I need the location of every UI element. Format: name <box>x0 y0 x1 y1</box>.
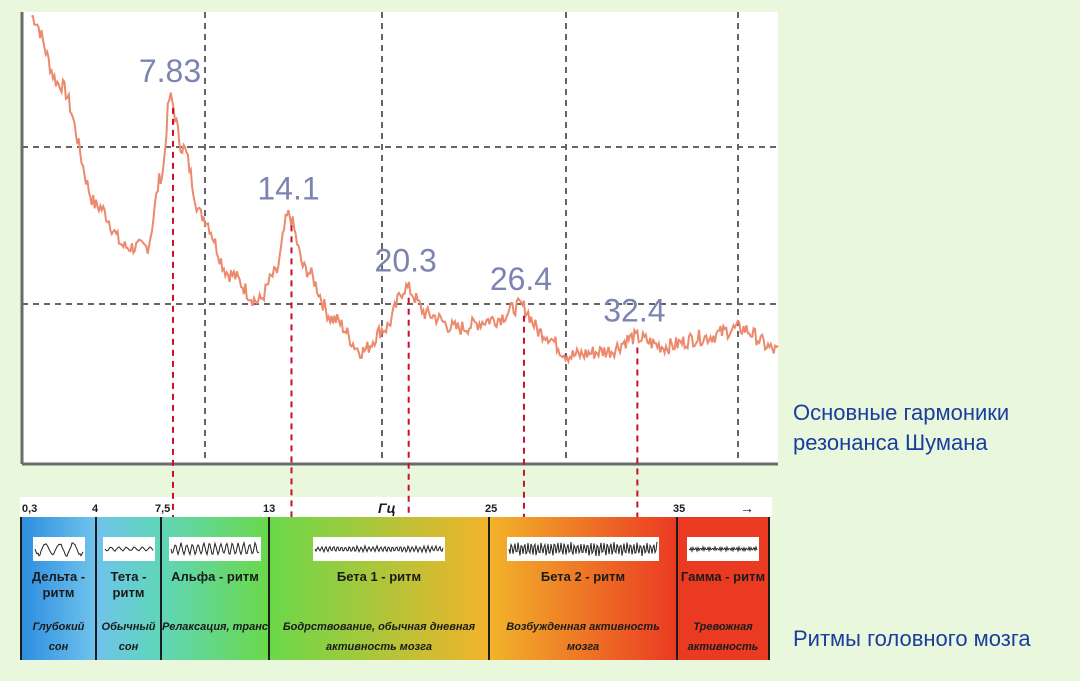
frequency-tick-label: 35 <box>673 503 686 515</box>
frequency-tick-label: 4 <box>92 503 99 515</box>
rhythm-band: Дельта - ритм Глубокий сон <box>20 517 97 660</box>
peak-label: 20.3 <box>375 243 437 279</box>
peak-label: 14.1 <box>257 170 319 206</box>
brain-rhythms-caption: Ритмы головного мозга <box>793 626 1031 651</box>
axis-arrow-icon: → <box>740 500 754 516</box>
rhythm-band-title: Дельта - ритм <box>31 569 86 600</box>
rhythm-band-title: Бета 1 - ритм <box>336 569 422 584</box>
rhythm-band-title: Бета 2 - ритм <box>540 569 626 584</box>
frequency-tick-label: 7,5 <box>155 503 171 515</box>
rhythm-band-description: Бодрствование, обычная дневная активност… <box>282 621 476 653</box>
rhythm-band: Гамма - ритм Тревожная активность <box>678 517 770 660</box>
grid <box>22 12 778 464</box>
peak-label: 32.4 <box>603 292 665 328</box>
brainwave-sample-icon <box>32 537 85 561</box>
plot-area <box>22 12 778 464</box>
brainwave-sample-icon <box>507 537 659 561</box>
frequency-tick-label: 13 <box>263 503 276 515</box>
rhythm-band: Бета 1 - ритм Бодрствование, обычная днев… <box>270 517 490 660</box>
brainwave-sample-icon <box>687 537 759 561</box>
rhythm-band-description: Тревожная активность <box>687 621 759 653</box>
rhythm-band-description: Возбужденная активность мозга <box>506 621 660 653</box>
frequency-tick-label: 0,3 <box>22 503 38 515</box>
frequency-scale-strip <box>20 497 772 517</box>
rhythm-band-title: Тета - ритм <box>110 569 147 600</box>
peak-label: 26.4 <box>490 261 552 297</box>
rhythm-band-title: Гамма - ритм <box>680 569 766 584</box>
schumann-caption: Основные гармоники резонанса Шумана <box>793 400 1010 455</box>
rhythm-band: Бета 2 - ритм Возбужденная активность моз… <box>490 517 678 660</box>
brainwave-sample-icon <box>102 537 155 561</box>
rhythm-band-description: Глубокий сон <box>32 621 85 653</box>
frequency-tick-label: 25 <box>485 503 498 515</box>
spectrum-series-line <box>31 14 779 365</box>
brainwave-sample-icon <box>313 537 445 561</box>
unit-label: Гц <box>378 500 396 516</box>
rhythm-band-description: Релаксация, транс <box>162 621 269 633</box>
brainwave-sample-icon <box>169 537 261 561</box>
peak-labels: 7.83 14.1 20.3 26.4 32.4 <box>139 53 666 329</box>
rhythm-band: Тета - ритм Обычный сон <box>97 517 162 660</box>
spectrum-chart: 7.83 14.1 20.3 26.4 32.4 <box>20 12 779 466</box>
rhythm-band-title: Альфа - ритм <box>171 569 259 584</box>
rhythm-band: Альфа - ритм Релаксация, транс <box>162 517 270 660</box>
peak-label: 7.83 <box>139 53 201 89</box>
rhythm-band-description: Обычный сон <box>101 621 156 653</box>
